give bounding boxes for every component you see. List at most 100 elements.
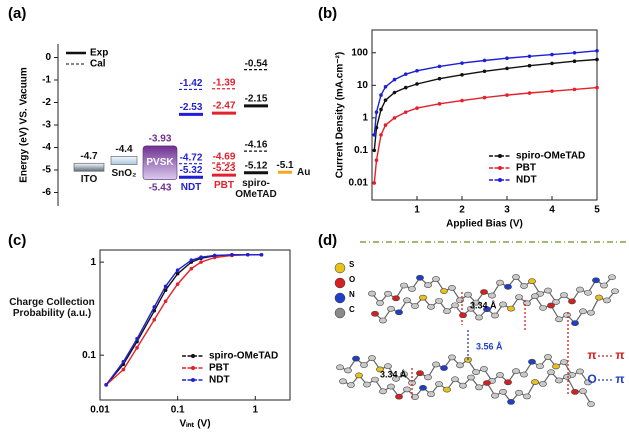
atom <box>419 384 427 391</box>
atom-legend-marker <box>334 292 346 304</box>
atom <box>483 380 491 386</box>
series-line <box>373 86 598 184</box>
atom <box>491 312 499 319</box>
data-point <box>460 98 464 103</box>
atom <box>528 358 536 365</box>
material-name: Au <box>297 167 310 178</box>
series-line <box>105 254 262 386</box>
level-label: -2.53 <box>180 102 203 113</box>
level-label: -4.72 <box>180 152 203 163</box>
atom <box>560 292 568 298</box>
data-point <box>550 61 554 66</box>
material-name-box: SnO₂ <box>111 167 137 179</box>
panel-label: (d) <box>318 232 337 249</box>
legend-label: NDT <box>209 375 230 386</box>
atom <box>400 282 408 289</box>
x-axis-label: Applied Bias (V) <box>446 219 523 230</box>
atom <box>592 277 600 284</box>
atom <box>552 363 560 370</box>
data-point <box>482 58 487 63</box>
y-tick-label: 1 <box>90 257 96 268</box>
atom <box>600 282 608 289</box>
atom <box>512 274 520 280</box>
atom <box>587 309 595 316</box>
atom <box>520 283 528 289</box>
atom <box>571 320 579 327</box>
data-point <box>372 181 377 185</box>
data-point <box>403 85 408 90</box>
atom-legend-label: C <box>349 305 355 314</box>
material-name: ITO <box>80 174 98 186</box>
data-point <box>403 72 408 76</box>
atom <box>395 393 403 400</box>
atom <box>587 401 595 407</box>
panel-label: (c) <box>8 232 26 249</box>
atom <box>387 383 395 390</box>
atom <box>403 297 411 304</box>
data-point <box>437 76 442 81</box>
data-point <box>460 73 464 77</box>
contact-legend-to: π <box>615 348 624 362</box>
atom <box>376 300 384 306</box>
atom <box>480 366 488 372</box>
data-point <box>437 64 442 69</box>
atom <box>496 279 504 286</box>
data-point <box>245 252 250 257</box>
atom-legend-marker <box>334 262 346 274</box>
data-point <box>392 77 397 82</box>
atom-legend-marker <box>334 277 346 289</box>
data-point <box>121 367 126 372</box>
data-point <box>199 255 203 259</box>
level-label: -2.47 <box>213 101 236 112</box>
atom <box>539 304 547 311</box>
level-label: -5.23 <box>213 163 236 174</box>
atom <box>571 388 579 395</box>
atom-legend-label: O <box>349 275 355 284</box>
data-point <box>383 123 388 127</box>
atom <box>419 294 427 301</box>
y-tick-label: -4 <box>42 142 51 153</box>
atom <box>507 305 515 312</box>
contact-legend-to: π <box>615 372 624 386</box>
panel-label: (b) <box>318 5 337 22</box>
data-point <box>163 299 168 304</box>
data-point <box>379 93 383 97</box>
atom <box>443 386 451 393</box>
data-point <box>163 284 168 289</box>
atom-legend-marker <box>334 307 346 319</box>
data-point <box>572 59 577 64</box>
data-point <box>199 260 203 264</box>
atom <box>352 355 360 362</box>
atom <box>515 294 523 300</box>
data-point <box>505 56 509 61</box>
material-name-box: PVSK <box>146 157 173 168</box>
data-point <box>189 266 194 271</box>
atom <box>504 283 512 290</box>
atom <box>555 377 563 384</box>
atom <box>376 366 384 373</box>
material-name-box: ITO <box>80 174 98 186</box>
atom <box>491 392 499 399</box>
y-tick-label: 0.1 <box>82 350 96 361</box>
material-name: SnO₂ <box>111 167 137 179</box>
contact-legend-from: π <box>587 348 596 362</box>
y-tick-label: -5 <box>42 165 51 176</box>
atom <box>544 354 552 360</box>
panel-label: (a) <box>8 5 26 22</box>
level-label: -4.7 <box>80 151 98 162</box>
atom <box>360 362 368 368</box>
atom <box>384 363 392 370</box>
atom <box>459 312 467 319</box>
level-label: -1.39 <box>213 77 236 88</box>
atom <box>432 361 440 368</box>
legend-label: spiro-OMeTAD <box>516 151 585 162</box>
atom <box>520 371 528 378</box>
atom <box>483 306 491 313</box>
level-bar <box>73 162 105 172</box>
atom <box>488 292 496 299</box>
atom <box>400 371 408 377</box>
atom <box>411 303 419 309</box>
atom <box>440 365 448 371</box>
data-point <box>392 90 397 95</box>
atom <box>387 305 395 312</box>
